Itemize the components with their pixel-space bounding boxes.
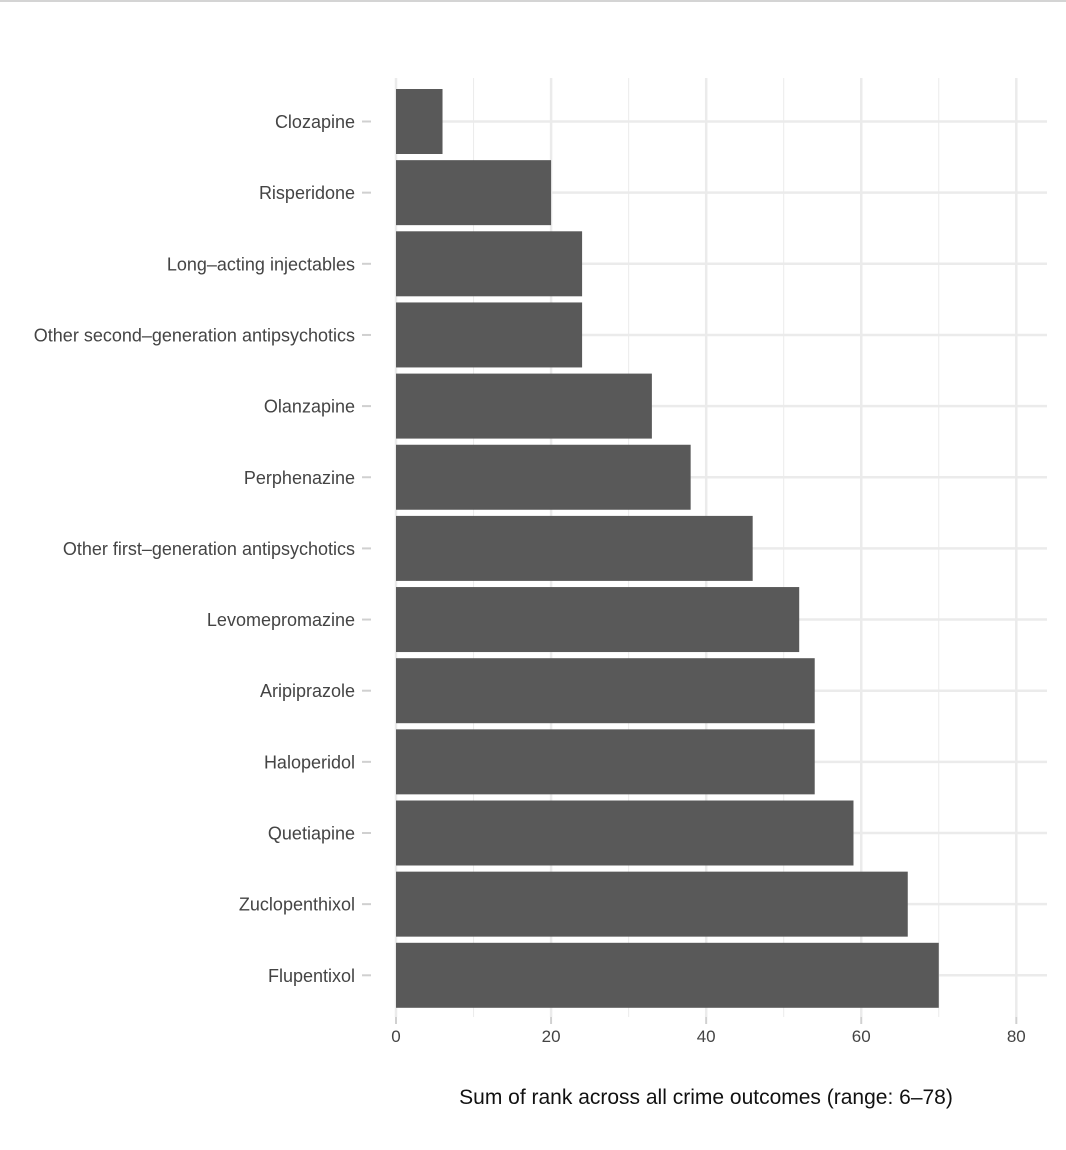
bar <box>396 658 815 724</box>
bar <box>396 373 652 439</box>
bar <box>396 942 939 1008</box>
y-tick-label: Quetiapine <box>268 824 355 844</box>
bar <box>396 231 583 297</box>
y-tick-label: Long–acting injectables <box>167 254 355 274</box>
x-axis-tick-labels: 0 20 40 60 80 <box>391 1027 1026 1046</box>
y-tick-label: Olanzapine <box>264 397 355 417</box>
y-tick-label: Other second–generation antipsychotics <box>34 325 355 345</box>
y-axis-tick-marks <box>362 120 371 977</box>
x-tick-label: 60 <box>852 1027 871 1046</box>
bar <box>396 587 800 653</box>
y-tick-label: Other first–generation antipsychotics <box>63 539 355 559</box>
bars <box>396 89 939 1008</box>
y-tick-label: Haloperidol <box>264 752 355 772</box>
y-axis-category-labels: Clozapine Risperidone Long–acting injectab… <box>34 112 355 986</box>
x-tick-label: 0 <box>391 1027 400 1046</box>
y-tick-label: Risperidone <box>259 183 355 203</box>
y-tick-label: Perphenazine <box>244 468 355 488</box>
y-tick-label: Flupentixol <box>268 966 355 986</box>
y-tick-label: Zuclopenthixol <box>239 895 355 915</box>
top-border-rule <box>0 0 1066 2</box>
y-tick-label: Levomepromazine <box>207 610 355 630</box>
bar <box>396 444 691 510</box>
bar <box>396 302 583 368</box>
bar <box>396 89 443 154</box>
bar <box>396 871 908 937</box>
y-tick-label: Aripiprazole <box>260 681 355 701</box>
x-tick-label: 40 <box>697 1027 716 1046</box>
x-axis-tick-marks <box>395 1017 1018 1024</box>
x-tick-label: 80 <box>1007 1027 1026 1046</box>
x-axis-title: Sum of rank across all crime outcomes (r… <box>459 1086 953 1109</box>
bar <box>396 515 753 581</box>
x-tick-label: 20 <box>542 1027 561 1046</box>
bar <box>396 160 552 226</box>
y-tick-label: Clozapine <box>275 112 355 132</box>
bar <box>396 729 815 795</box>
bar <box>396 800 854 866</box>
